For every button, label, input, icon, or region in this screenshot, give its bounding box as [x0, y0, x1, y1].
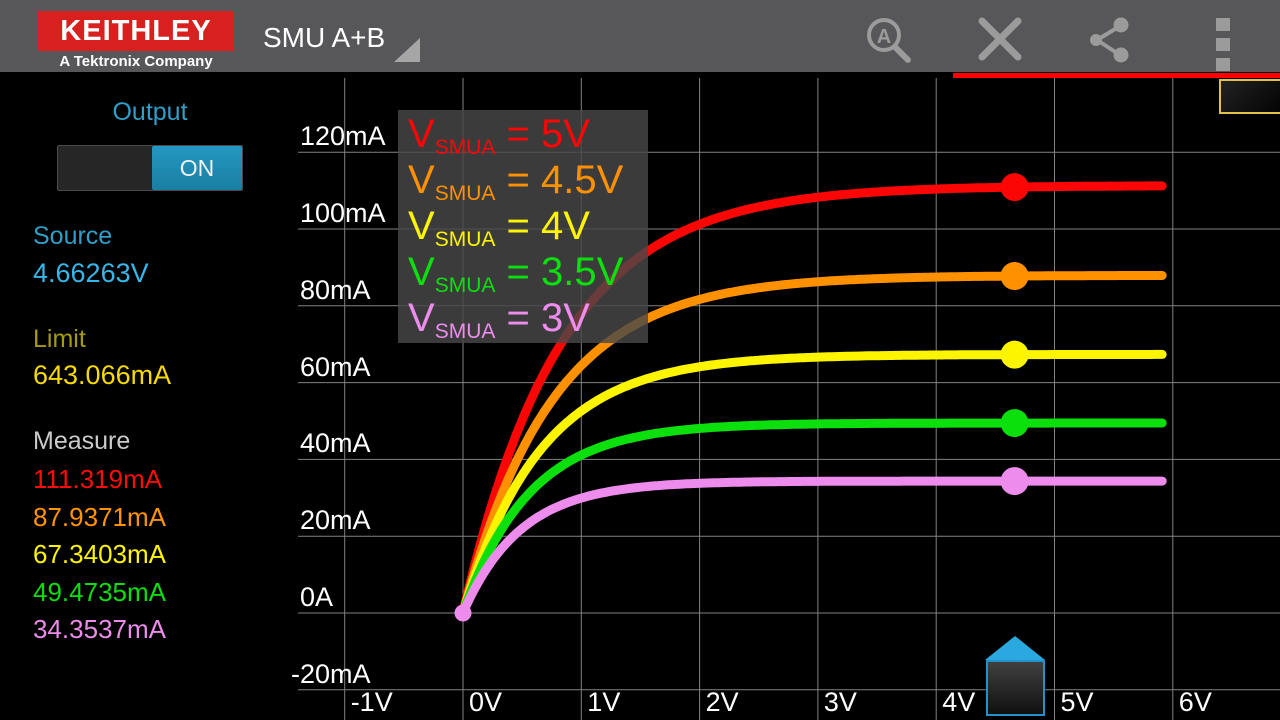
- chart-legend: VSMUA = 5V VSMUA = 4.5V VSMUA = 4V VSMUA = …: [398, 110, 648, 343]
- limit-indicator-line: [953, 73, 1280, 78]
- x-tick-label: 4V: [942, 687, 976, 717]
- y-tick-label: 60mA: [300, 351, 371, 382]
- output-section-label: Output: [112, 98, 188, 126]
- overflow-menu-icon[interactable]: [1216, 18, 1230, 71]
- keithley-logo: KEITHLEY: [38, 11, 234, 51]
- source-section-label: Source: [33, 222, 113, 250]
- chart-marker-dots: [454, 173, 1029, 622]
- measure-value: 49.4735mA: [33, 576, 166, 607]
- y-tick-label: 120mA: [300, 121, 386, 152]
- dropdown-indicator-icon[interactable]: [394, 38, 420, 62]
- marker-dot: [1000, 173, 1029, 202]
- legend-entry: VSMUA = 4V: [408, 204, 590, 251]
- x-tick-label: 5V: [1060, 687, 1094, 717]
- measure-value: 87.9371mA: [33, 501, 166, 532]
- x-tick-label: 0V: [469, 687, 503, 717]
- y-tick-label: -20mA: [291, 658, 371, 689]
- zoom-region-box[interactable]: [1219, 79, 1280, 114]
- x-tick-label: 2V: [705, 687, 739, 717]
- cursor-marker-arrow-icon[interactable]: [984, 636, 1045, 660]
- y-tick-label: 80mA: [300, 274, 371, 305]
- marker-dot: [1000, 262, 1029, 291]
- measure-value: 34.3537mA: [33, 614, 166, 645]
- app-bar: KEITHLEY A Tektronix Company SMU A+B A: [0, 0, 1280, 72]
- measure-value: 111.319mA: [33, 464, 163, 494]
- source-value[interactable]: 4.66263V: [33, 258, 149, 288]
- share-icon[interactable]: [1090, 17, 1129, 63]
- x-tick-label: 3V: [823, 687, 857, 717]
- marker-dot: [1000, 409, 1029, 438]
- y-tick-label: 20mA: [300, 505, 371, 536]
- marker-dot: [1000, 467, 1029, 496]
- close-icon[interactable]: [978, 17, 1022, 61]
- origin-dot: [454, 604, 472, 622]
- measure-readout-list: 111.319mA 87.9371mA 67.3403mA 49.4735mA 34.3…: [33, 461, 166, 649]
- y-tick-label: 40mA: [300, 428, 371, 459]
- curve: [458, 349, 1167, 618]
- chart-curves: [458, 181, 1167, 618]
- x-tick-label: 6V: [1178, 687, 1212, 717]
- output-toggle[interactable]: ON: [57, 145, 243, 191]
- cursor-marker-handle[interactable]: [985, 660, 1045, 716]
- x-tick-label: -1V: [350, 687, 393, 717]
- limit-value[interactable]: 643.066mA: [33, 360, 172, 390]
- output-toggle-on-state[interactable]: ON: [152, 146, 242, 190]
- app-bar-icons: A: [867, 17, 1230, 71]
- legend-entry: VSMUA = 3.5V: [408, 250, 624, 297]
- y-tick-label: 0A: [300, 582, 334, 612]
- page-title[interactable]: SMU A+B: [263, 22, 386, 53]
- legend-entry: VSMUA = 4.5V: [408, 158, 624, 205]
- measure-value: 67.3403mA: [33, 539, 166, 570]
- autoscale-letter: A: [877, 26, 891, 48]
- logo-tagline: A Tektronix Company: [59, 53, 213, 70]
- measure-section-label: Measure: [33, 427, 131, 455]
- x-tick-label: 1V: [587, 687, 621, 717]
- curve: [458, 476, 1167, 618]
- curve: [458, 418, 1167, 618]
- limit-section-label: Limit: [33, 325, 86, 353]
- autoscale-search-icon[interactable]: A: [867, 18, 911, 63]
- y-tick-label: 100mA: [300, 198, 386, 228]
- legend-entry: VSMUA = 3V: [408, 296, 590, 343]
- curve: [458, 271, 1167, 618]
- marker-dot: [1000, 340, 1029, 369]
- legend-entry: VSMUA = 5V: [408, 112, 590, 159]
